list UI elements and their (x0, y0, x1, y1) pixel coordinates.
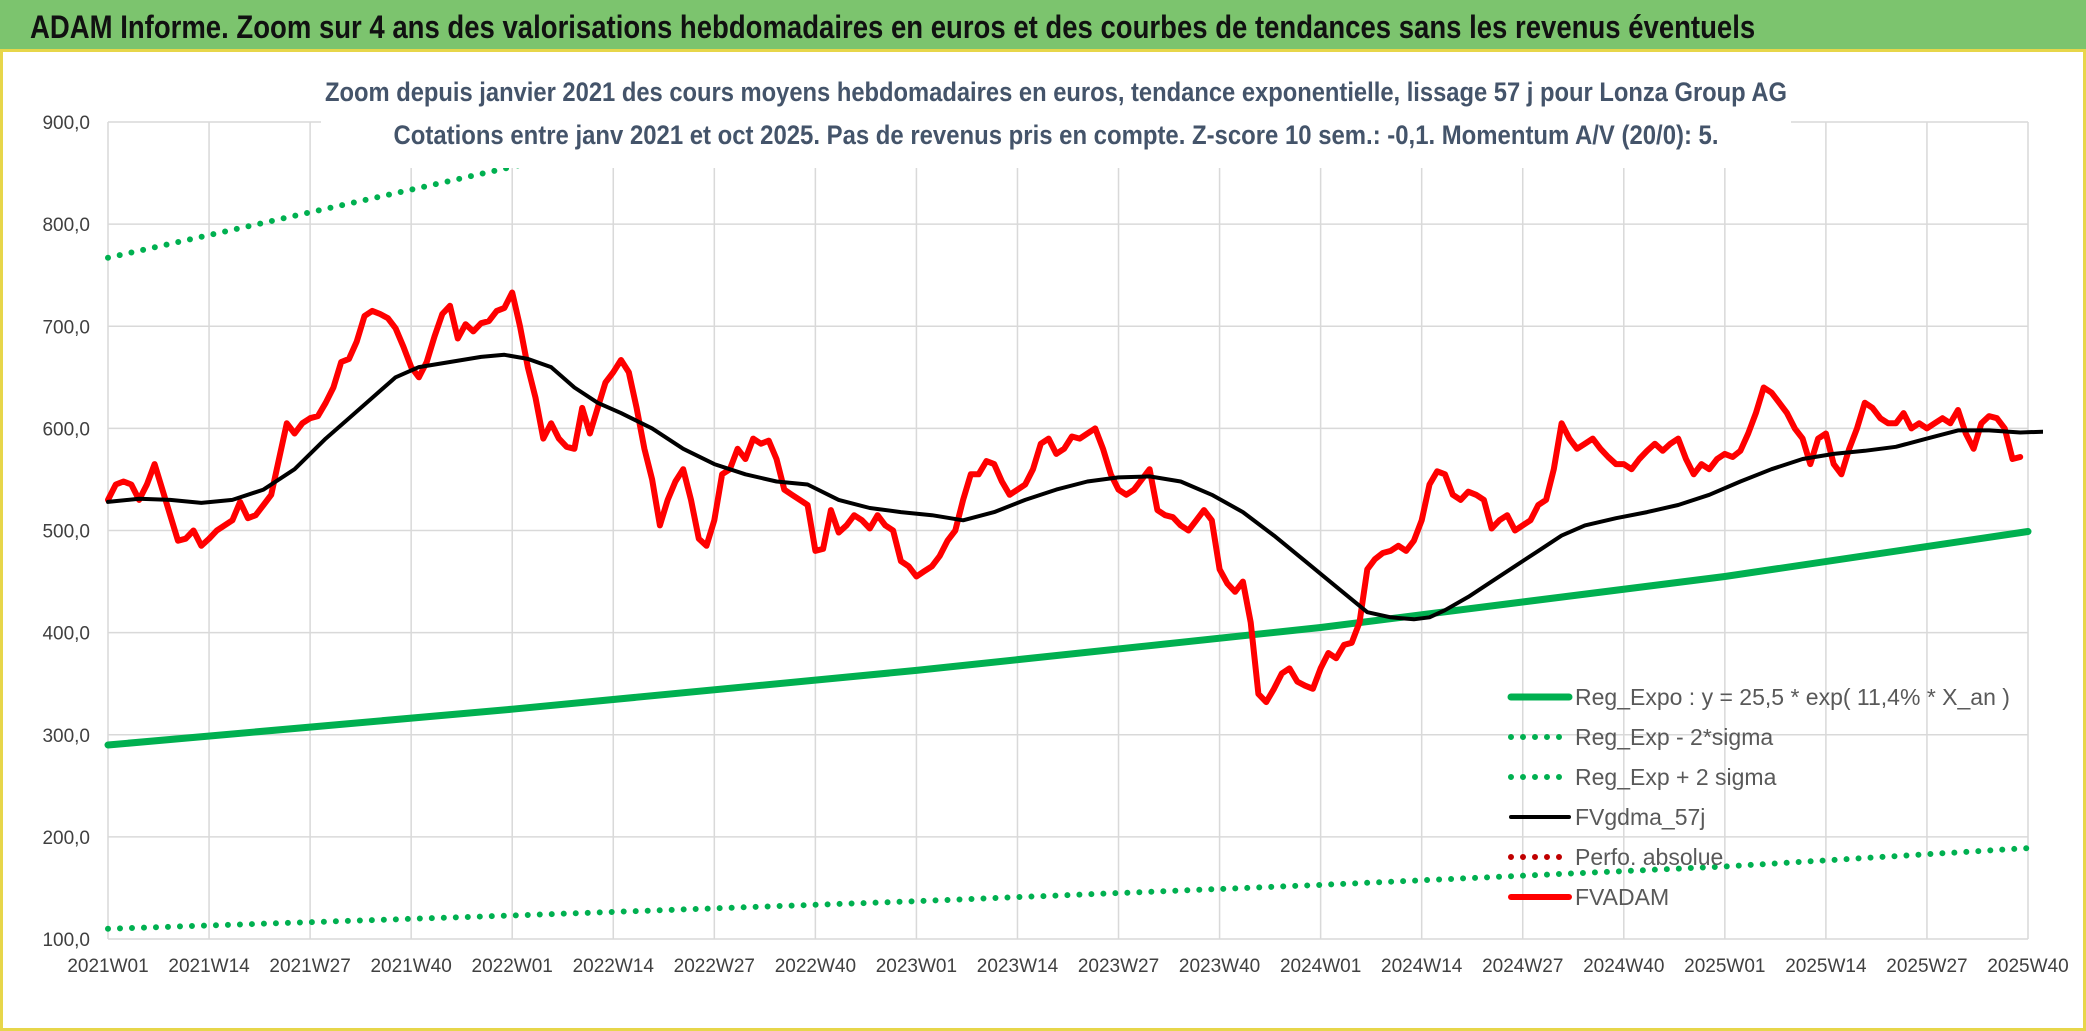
banner-title: ADAM Informe. Zoom sur 4 ans des valoris… (30, 9, 1756, 45)
legend-label: FVADAM (1575, 884, 1669, 910)
x-tick-label: 2025W40 (1987, 956, 2068, 977)
banner: ADAM Informe. Zoom sur 4 ans des valoris… (0, 0, 2086, 52)
x-tick-label: 2023W40 (1179, 956, 1260, 977)
y-tick-label: 900,0 (42, 113, 90, 134)
x-tick-label: 2021W27 (269, 956, 350, 977)
x-tick-label: 2021W40 (370, 956, 451, 977)
chart-subtitle: Cotations entre janv 2021 et oct 2025. P… (394, 120, 1719, 150)
series-line-5 (105, 289, 2024, 706)
x-tick-label: 2025W14 (1785, 956, 1867, 977)
x-tick-label: 2023W01 (876, 956, 957, 977)
legend-label: Reg_Exp + 2 sigma (1575, 764, 1777, 790)
legend-label: Reg_Exp - 2*sigma (1575, 724, 1773, 750)
y-tick-label: 100,0 (42, 930, 90, 951)
x-tick-label: 2022W14 (573, 956, 655, 977)
y-tick-label: 600,0 (42, 419, 90, 440)
chart: 100,0 200,0 300,0 400,0 500,0 600,0 700,0 800,0… (42, 58, 2069, 977)
legend-label: Perfo. absolue (1575, 844, 1723, 870)
chart-title: Zoom depuis janvier 2021 des cours moyen… (325, 77, 1787, 107)
series-line-1 (105, 845, 2031, 932)
x-tick-label: 2023W14 (977, 956, 1059, 977)
legend: Reg_Expo : y = 25,5 * exp( 11,4% * X_an … (1507, 684, 2010, 910)
x-tick-label: 2021W14 (168, 956, 250, 977)
x-tick-label: 2025W27 (1886, 956, 1967, 977)
x-tick-label: 2021W01 (67, 956, 148, 977)
legend-label: FVgdma_57j (1575, 804, 1705, 830)
y-tick-label: 200,0 (42, 828, 90, 849)
y-tick-label: 700,0 (42, 317, 90, 338)
x-tick-label: 2024W27 (1482, 956, 1563, 977)
x-tick-label: 2024W01 (1280, 956, 1361, 977)
series-line-3 (106, 352, 2043, 622)
chart-frame: 100,0 200,0 300,0 400,0 500,0 600,0 700,0 800,0… (0, 52, 2086, 1031)
series-line-2 (105, 72, 904, 261)
x-tick-label: 2024W14 (1381, 956, 1463, 977)
title-background (321, 58, 1791, 168)
x-tick-label: 2023W27 (1078, 956, 1159, 977)
x-tick-label: 2022W01 (472, 956, 553, 977)
x-tick-label: 2025W01 (1684, 956, 1765, 977)
x-tick-label: 2024W40 (1583, 956, 1664, 977)
legend-label: Reg_Expo : y = 25,5 * exp( 11,4% * X_an … (1575, 684, 2010, 710)
y-tick-label: 500,0 (42, 522, 90, 543)
y-tick-label: 300,0 (42, 726, 90, 747)
x-tick-label: 2022W27 (674, 956, 755, 977)
series-line-0 (104, 528, 2032, 749)
y-tick-label: 400,0 (42, 624, 90, 645)
x-tick-label: 2022W40 (775, 956, 856, 977)
y-tick-label: 800,0 (42, 215, 90, 236)
